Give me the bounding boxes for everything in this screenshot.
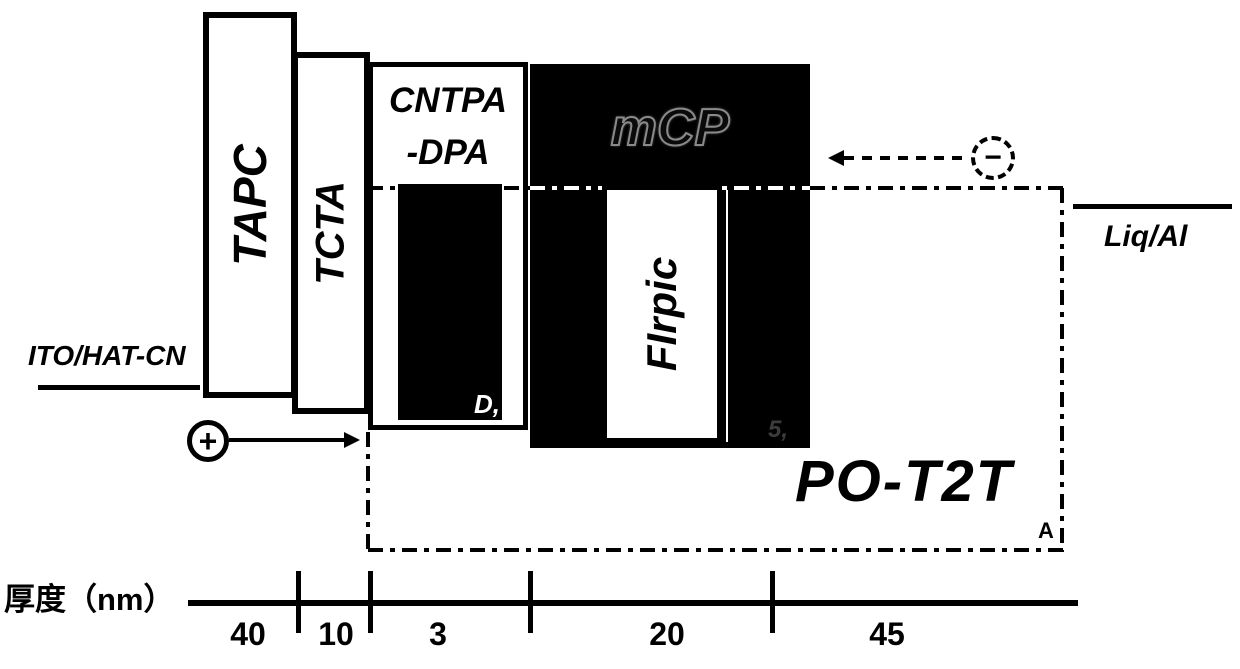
hole-symbol: + [198, 422, 218, 459]
layer-label-tcta: TCTA [308, 181, 353, 285]
mcp-corner-mark: 5, [767, 416, 788, 443]
cathode-level-line [1073, 204, 1232, 209]
layer-label-cntpa-line1: CNTPA [389, 81, 507, 120]
electron-symbol-circle: − [971, 136, 1015, 180]
layer-label-mcp: mCP [610, 98, 730, 158]
cntpa-corner-mark: D, [474, 389, 500, 419]
axis-tick-4 [770, 571, 775, 633]
axis-value-eml: 20 [649, 616, 685, 652]
firpic-edge-highlight [726, 190, 728, 442]
layer-label-firpic: FIrpic [638, 256, 685, 372]
electron-arrow-head [828, 150, 844, 166]
layer-box-firpic: FIrpic [602, 185, 722, 443]
axis-title: 厚度（nm） [4, 582, 175, 617]
layer-label-tapc: TAPC [224, 144, 276, 266]
axis-value-cntpa-dpa: 3 [429, 616, 447, 652]
electron-arrow-line [844, 156, 970, 160]
axis-tick-1 [296, 571, 301, 633]
axis-tick-2 [368, 571, 373, 633]
cathode-label: Liq/Al [1104, 220, 1188, 253]
hole-symbol-circle: + [187, 420, 229, 462]
po-t2t-corner-mark: A [1038, 518, 1054, 543]
axis-line [188, 600, 1078, 606]
axis-value-po-t2t: 45 [869, 616, 905, 652]
axis-value-tcta: 10 [318, 616, 354, 652]
po-t2t-box-bottom-edge [368, 548, 1064, 552]
anode-label: ITO/HAT-CN [28, 340, 186, 371]
anode-level-line [38, 385, 200, 390]
electron-symbol: − [984, 141, 1002, 174]
layer-box-tapc: TAPC [203, 12, 297, 398]
hole-arrow-line [229, 438, 347, 442]
layer-box-tcta: TCTA [292, 52, 370, 414]
hole-arrow-head [344, 432, 360, 448]
cntpa-dpa-sublevel-rect: D, [398, 184, 502, 420]
layer-label-po-t2t: PO-T2T [795, 449, 1014, 514]
po-t2t-box-right-edge [1060, 188, 1064, 552]
axis-value-tapc: 40 [230, 616, 266, 652]
axis-tick-3 [528, 571, 533, 633]
energy-level-dashline-right [810, 186, 1064, 190]
layer-label-cntpa-line2: -DPA [406, 133, 490, 172]
layer-label-cntpa-dpa: CNTPA -DPA [373, 75, 523, 179]
po-t2t-box-left-edge [366, 432, 370, 550]
